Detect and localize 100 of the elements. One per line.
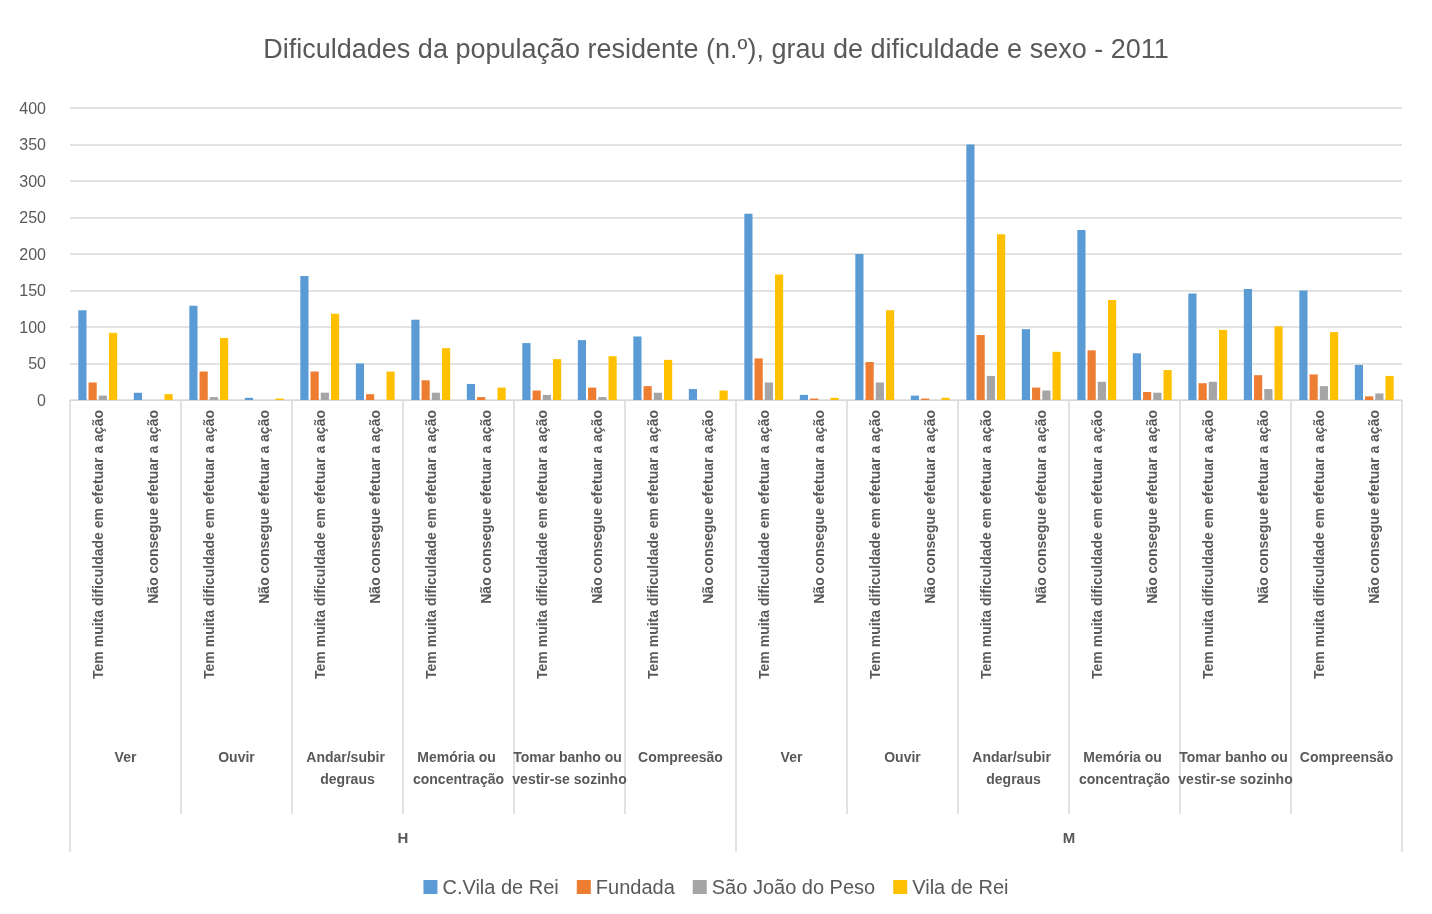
bar: [442, 348, 451, 400]
bar: [875, 382, 884, 400]
bar: [411, 319, 420, 400]
bar: [1097, 381, 1106, 400]
bar: [719, 390, 728, 400]
y-tick-label: 400: [19, 99, 47, 117]
bar: [577, 340, 586, 400]
bar: [744, 213, 753, 400]
y-tick-label: 0: [37, 391, 47, 409]
x-tick-label: Tem muita dificuldade em efetuar a ação: [422, 410, 439, 679]
x-tick-label: Tem muita dificuldade em efetuar a ação: [755, 410, 772, 679]
text: Compreesão: [638, 749, 723, 765]
bar: [1264, 389, 1273, 400]
bar: [1330, 332, 1339, 400]
y-tick-label: 100: [19, 318, 47, 336]
x-tick-label: Tem muita dificuldade em efetuar a ação: [1310, 410, 1327, 679]
bar: [633, 336, 642, 400]
bar: [976, 335, 985, 400]
bar: [855, 254, 864, 400]
bar: [966, 144, 975, 400]
bar: [941, 397, 950, 400]
text: Ouvir: [884, 749, 922, 765]
bar: [1132, 353, 1141, 400]
legend-label: C.Vila de Rei: [442, 876, 559, 898]
bar: [653, 392, 662, 400]
text: Andar/subir degraus: [972, 749, 1055, 787]
bar: [1052, 351, 1061, 400]
bar: [466, 383, 475, 400]
bar: [431, 392, 440, 400]
text: Tomar banho ou vestir-se sozinho: [1178, 749, 1293, 787]
bar: [1208, 381, 1217, 400]
text: Memória ou concentração: [1078, 749, 1171, 787]
bar: [1188, 293, 1197, 400]
x-tick-label: Não consegue efetuar a ação: [256, 410, 273, 604]
bar: [886, 310, 895, 400]
bar: [542, 394, 551, 400]
x-tick-label: Tem muita dificuldade em efetuar a ação: [1088, 410, 1105, 679]
text: Ver: [780, 749, 803, 765]
x-tick-label: Não consegue efetuar a ação: [922, 410, 939, 604]
x-tick-label: Tem muita dificuldade em efetuar a ação: [866, 410, 883, 679]
bar: [300, 275, 309, 400]
bar: [189, 305, 198, 400]
bar: [355, 363, 364, 400]
x-tick-label: Tem muita dificuldade em efetuar a ação: [533, 410, 550, 679]
bar: [997, 234, 1006, 400]
x-tick-label: Não consegue efetuar a ação: [589, 410, 606, 604]
text: Compreensão: [1299, 749, 1394, 765]
x-tick-label: Tem muita dificuldade em efetuar a ação: [1199, 410, 1216, 679]
bar: [421, 380, 430, 400]
bar: [209, 397, 218, 400]
bar: [164, 394, 173, 400]
bar: [764, 382, 773, 400]
bar: [1254, 375, 1263, 400]
bar: [1077, 229, 1086, 400]
bar: [986, 375, 995, 400]
bar: [331, 313, 340, 400]
bar: [865, 362, 874, 400]
bar: [522, 343, 531, 400]
x-tick-label: Não consegue efetuar a ação: [478, 410, 495, 604]
x-tick-label: Tem muita dificuldade em efetuar a ação: [644, 410, 661, 679]
bar: [1032, 387, 1041, 400]
bar: [1299, 290, 1308, 400]
bar: [775, 274, 784, 400]
x-tick-label: Tem muita dificuldade em efetuar a ação: [977, 410, 994, 679]
bar: [1108, 299, 1117, 400]
bar: [1365, 396, 1374, 400]
bar: [664, 359, 673, 400]
text: Andar/subir degraus: [306, 749, 389, 787]
bar: [366, 394, 375, 400]
bar: [320, 392, 329, 400]
bar: [1219, 329, 1228, 400]
x-tick-label: Não consegue efetuar a ação: [1144, 410, 1161, 604]
bar: [386, 371, 395, 400]
text: M: [1062, 829, 1076, 846]
bar: [477, 397, 486, 400]
y-tick-label: 50: [28, 355, 47, 372]
legend-label: São João do Peso: [711, 876, 876, 898]
y-tick-label: 350: [19, 136, 47, 153]
bar: [1153, 392, 1162, 400]
bar: [88, 382, 97, 400]
bar: [78, 310, 87, 400]
bar: [588, 387, 597, 400]
x-tick-label: Tem muita dificuldade em efetuar a ação: [311, 410, 328, 679]
bar: [109, 332, 118, 400]
bar: [553, 359, 562, 400]
text: Ver: [114, 749, 137, 765]
x-tick-label: Não consegue efetuar a ação: [367, 410, 384, 604]
bar: [754, 358, 763, 400]
bar: [133, 392, 142, 400]
bar: [608, 356, 617, 400]
bar: [497, 387, 506, 400]
bar: [1087, 350, 1096, 400]
bar: [220, 337, 229, 400]
x-tick-label: Tem muita dificuldade em efetuar a ação: [89, 410, 106, 679]
bar: [830, 397, 839, 400]
bar: [598, 397, 607, 400]
x-tick-label: Não consegue efetuar a ação: [1033, 410, 1050, 604]
legend-label: Vila de Rei: [912, 876, 1009, 898]
bar: [799, 394, 808, 400]
bar: [688, 389, 697, 400]
